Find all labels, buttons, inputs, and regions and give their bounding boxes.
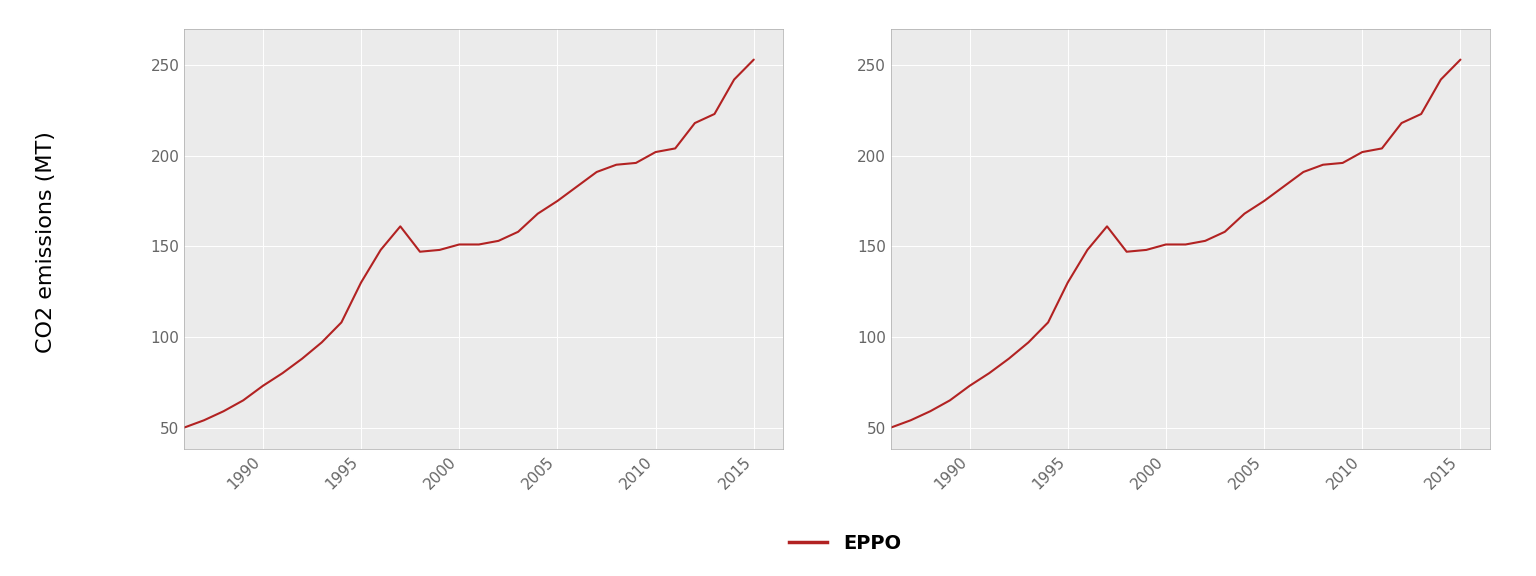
Legend: EPPO: EPPO <box>780 526 909 560</box>
Text: CO2 emissions (MT): CO2 emissions (MT) <box>35 131 57 353</box>
